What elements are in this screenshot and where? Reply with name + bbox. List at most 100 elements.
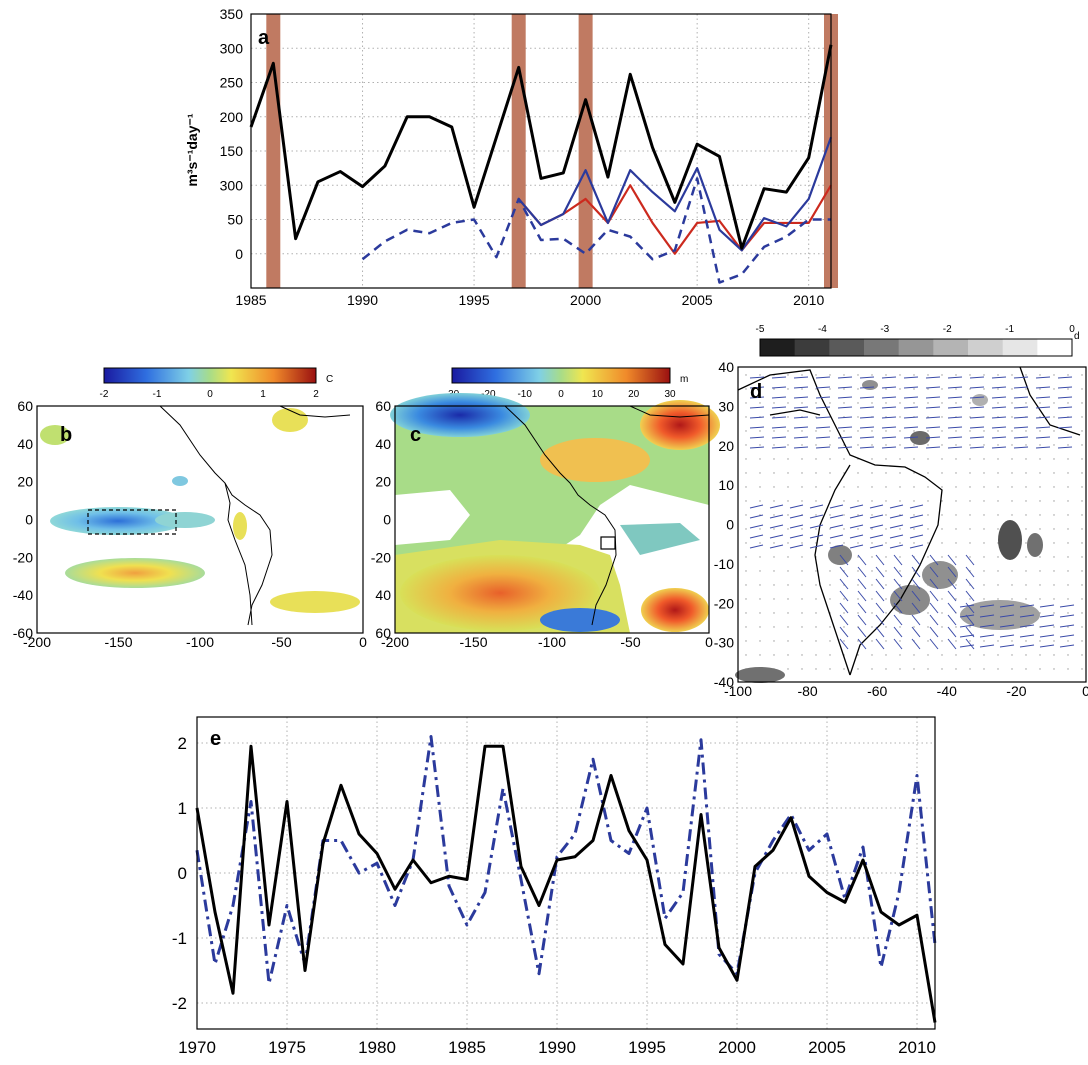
panel-e-y-tick: 2: [178, 734, 187, 753]
panel-d-grid-dot: [955, 514, 957, 516]
panel-d-grid-dot: [899, 654, 901, 656]
panel-d-grid-dot: [899, 668, 901, 670]
panel-d-grid-dot: [745, 444, 747, 446]
panel-d-grid-dot: [1011, 500, 1013, 502]
panel-b-y-tick: -40: [13, 587, 33, 603]
panel-d-grid-dot: [801, 528, 803, 530]
panel-d-grid-dot: [829, 374, 831, 376]
panel-d-grid-dot: [801, 584, 803, 586]
panel-d-wind-arrow: [1035, 386, 1051, 389]
panel-d-grid-dot: [1039, 402, 1041, 404]
panel-d-grid-dot: [1067, 472, 1069, 474]
panel-d-wind-arrow: [893, 578, 903, 590]
panel-d-grid-dot: [1067, 486, 1069, 488]
panel-d-grid-dot: [857, 472, 859, 474]
panel-d-grid-dot: [829, 528, 831, 530]
panel-d-grid-dot: [1025, 514, 1027, 516]
panel-d-grid-dot: [745, 556, 747, 558]
panel-d-grid-dot: [927, 612, 929, 614]
panel-d-grid-dot: [1081, 556, 1083, 558]
panel-d-grid-dot: [885, 556, 887, 558]
panel-d-wind-arrow: [925, 396, 941, 399]
panel-d-grid-dot: [899, 388, 901, 390]
panel-b-nino-box: [87, 509, 177, 535]
panel-e-x-tick: 1990: [538, 1038, 576, 1057]
panel-d-grid-dot: [759, 374, 761, 376]
panel-c-y-tick: 0: [383, 512, 391, 528]
panel-d-grid-dot: [843, 374, 845, 376]
panel-a-series: [249, 44, 833, 284]
panel-d-grid-dot: [969, 528, 971, 530]
panel-d-x-tick: -40: [937, 683, 957, 699]
panel-d-wind-arrow: [749, 406, 765, 409]
panel-d-colorbar-segment: [794, 339, 830, 356]
panel-d-grid-dot: [787, 528, 789, 530]
panel-d-grid-dot: [801, 640, 803, 642]
panel-d-grid-dot: [759, 626, 761, 628]
panel-d-wind-arrow: [979, 604, 995, 608]
panel-d-grid-dot: [857, 654, 859, 656]
panel-b-x-ticks: -200 -150 -100 -50 0: [23, 634, 367, 650]
panel-d-grid-dot: [773, 500, 775, 502]
panel-d-grid-dot: [871, 500, 873, 502]
panel-d-grid-dot: [1067, 626, 1069, 628]
panel-d-wind-arrow: [837, 426, 853, 429]
panel-d-wind-arrow: [857, 554, 867, 566]
panel-d-grid-dot: [913, 444, 915, 446]
panel-d-wind-arrow: [959, 644, 975, 648]
panel-d-grid-dot: [927, 640, 929, 642]
panel-d-grid-dot: [997, 668, 999, 670]
panel-d-wind-arrow: [881, 416, 897, 419]
panel-d-wind-arrow: [889, 524, 904, 529]
panel-d-wind-arrow: [947, 406, 963, 409]
panel-d-grid-dot: [1053, 402, 1055, 404]
panel-d-grid-dot: [787, 486, 789, 488]
panel-d-y-tick: 30: [718, 398, 734, 414]
panel-d-wind-arrow: [875, 614, 885, 626]
panel-d-frame: [737, 366, 1087, 683]
panel-c-frame: [394, 405, 710, 634]
panel-d-wind-arrow: [875, 626, 885, 638]
panel-d-grid-dot: [983, 528, 985, 530]
panel-d-grid-dot: [983, 640, 985, 642]
panel-d-wind-arrow: [749, 436, 765, 439]
panel-d-grid-dot: [913, 402, 915, 404]
panel-d-grid-dot: [815, 458, 817, 460]
panel-d-grid-dot: [885, 388, 887, 390]
panel-d-grid-dot: [941, 654, 943, 656]
panel-d-grid-dot: [745, 374, 747, 376]
panel-d-grid-dot: [871, 626, 873, 628]
panel-d-wind-arrow: [869, 514, 884, 519]
panel-d-grid-dot: [1067, 584, 1069, 586]
panel-d-grid-dot: [899, 500, 901, 502]
panel-d-grid-dot: [801, 570, 803, 572]
panel-d-grid-dot: [955, 640, 957, 642]
panel-d-wind-arrow: [893, 566, 903, 578]
panel-d-grid-dot: [969, 514, 971, 516]
panel-d-wind-arrow: [793, 406, 809, 409]
panel-d-grid-dot: [857, 374, 859, 376]
panel-d-grid-dot: [1053, 444, 1055, 446]
panel-d-grid-dot: [1081, 486, 1083, 488]
panel-d-grid-dot: [1081, 500, 1083, 502]
panel-c-colorbar-tick: -10: [517, 389, 532, 400]
panel-d-wind-arrow: [903, 446, 919, 449]
panel-d-grid-dot: [983, 500, 985, 502]
panel-d-y-tick: 10: [718, 477, 734, 493]
panel-d-grid-dot: [997, 458, 999, 460]
panel-d-grid-dot: [801, 430, 803, 432]
panel-d-wind-arrow: [911, 638, 921, 650]
panel-d-grid-dot: [941, 542, 943, 544]
panel-d-grid-dot: [1011, 570, 1013, 572]
panel-d-grid-dot: [829, 444, 831, 446]
panel-d-grid-dot: [815, 640, 817, 642]
panel-d-grid-dot: [997, 528, 999, 530]
panel-d-grid-dot: [787, 542, 789, 544]
panel-d-colorbar-segment: [829, 339, 865, 356]
panel-d-grid-dot: [745, 528, 747, 530]
panel-d-grid-dot: [773, 514, 775, 516]
panel-b-y-tick: 20: [17, 474, 33, 490]
panel-e-x-tick: 2010: [898, 1038, 936, 1057]
panel-d-grid-dot: [829, 430, 831, 432]
panel-d-colorbar-segment: [1037, 339, 1073, 356]
